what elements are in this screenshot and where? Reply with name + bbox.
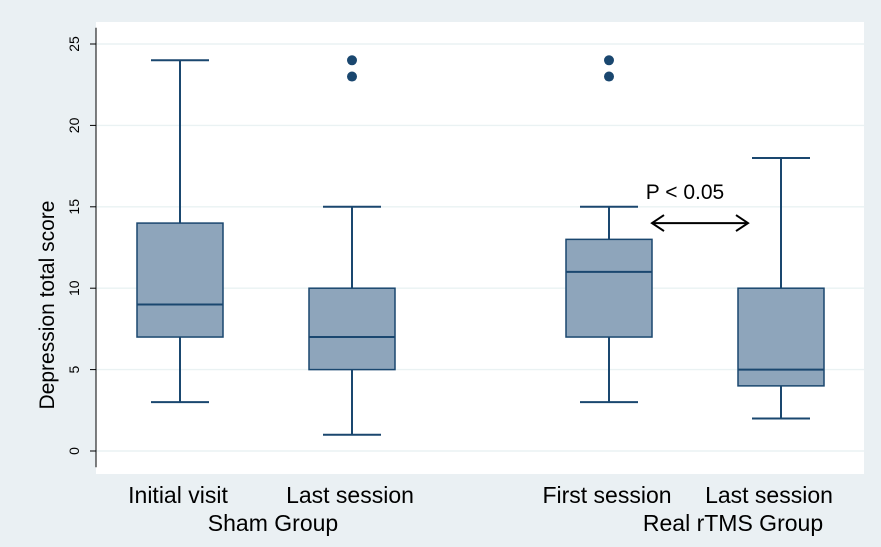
annotation: P < 0.05: [646, 181, 750, 232]
y-axis-label: Depression total score: [36, 201, 59, 410]
annotation-text: P < 0.05: [646, 181, 724, 204]
y-tick-label: 20: [66, 117, 82, 133]
iqr-box: [565, 238, 653, 338]
iqr-box: [308, 287, 396, 371]
category-labels: Initial visit Last session First session La…: [128, 482, 833, 508]
y-tick-label: 0: [66, 447, 82, 455]
outlier-point: [347, 55, 357, 66]
y-tick-label: 25: [66, 36, 82, 52]
iqr-box: [737, 287, 825, 387]
y-tick-label: 5: [66, 365, 82, 373]
box-2: [308, 55, 396, 436]
box-1: [136, 59, 224, 404]
outlier-point: [604, 55, 614, 66]
y-axis: 0 5 10 15 20 25: [66, 27, 97, 468]
y-tick-label: 15: [66, 199, 82, 215]
box-3: [565, 55, 653, 404]
group-label-1: Sham Group: [208, 510, 338, 536]
y-tick-label: 10: [66, 280, 82, 296]
group-label-2: Real rTMS Group: [643, 510, 823, 536]
iqr-box: [136, 222, 224, 338]
arrow-head-right: [735, 214, 750, 232]
group-labels: Sham Group Real rTMS Group: [208, 510, 823, 536]
category-label-4: Last session: [705, 482, 833, 508]
boxes: [136, 55, 825, 436]
category-label-3: First session: [542, 482, 671, 508]
gridlines: [96, 43, 864, 452]
arrow-head-left: [650, 214, 665, 232]
outlier-point: [347, 71, 357, 82]
box-4: [737, 156, 825, 420]
category-label-1: Initial visit: [128, 482, 228, 508]
outlier-point: [604, 71, 614, 82]
category-label-2: Last session: [286, 482, 414, 508]
plot-background: [96, 22, 864, 474]
